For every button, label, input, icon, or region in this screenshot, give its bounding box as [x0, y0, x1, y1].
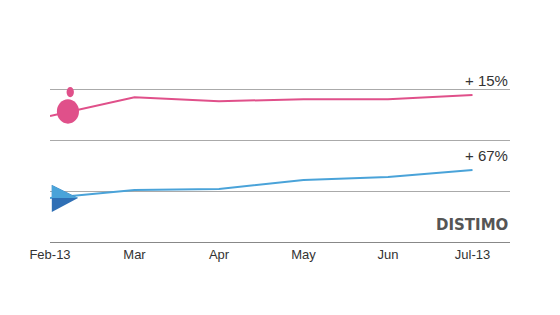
svg-text:Feb-13: Feb-13 [29, 247, 70, 262]
svg-text:Jun: Jun [378, 247, 399, 262]
svg-text:Mar: Mar [123, 247, 146, 262]
svg-text:DISTIMO: DISTIMO [436, 216, 508, 234]
svg-text:Apr: Apr [209, 247, 230, 262]
svg-text:May: May [291, 247, 316, 262]
svg-text:+ 67%: + 67% [465, 147, 508, 164]
svg-text:+ 15%: + 15% [465, 72, 508, 89]
svg-text:Jul-13: Jul-13 [455, 247, 490, 262]
